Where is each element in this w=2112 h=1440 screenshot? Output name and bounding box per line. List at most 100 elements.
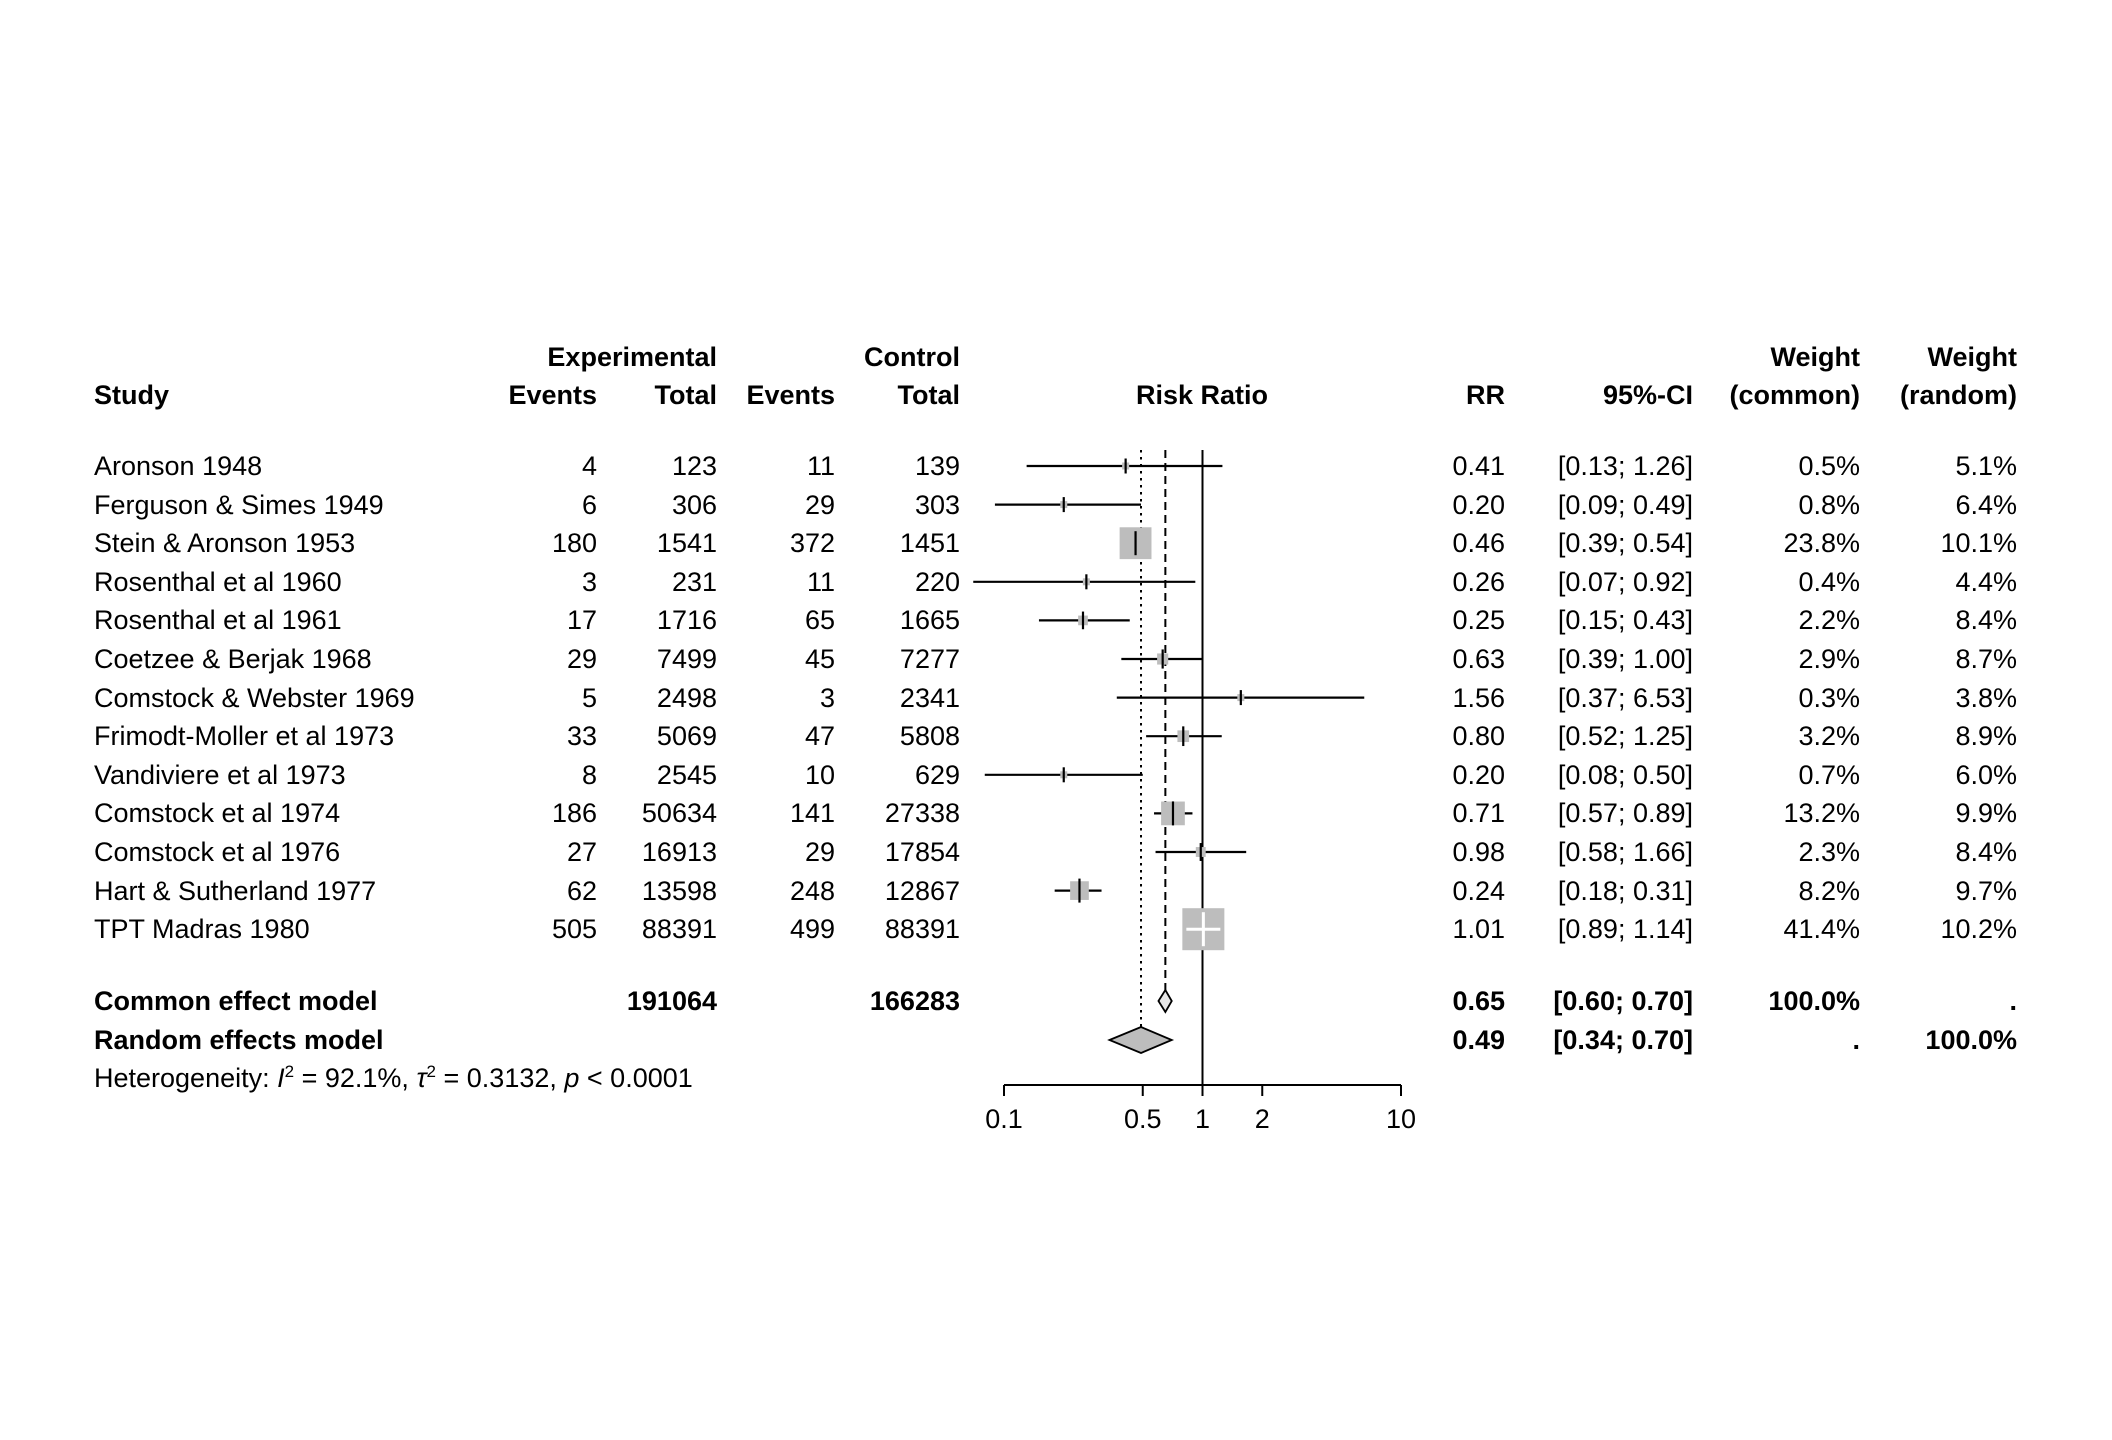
study-name: Ferguson & Simes 1949 — [94, 489, 384, 520]
experimental-total: 2545 — [656, 759, 717, 790]
rr-value: 1.56 — [1452, 682, 1505, 713]
study-name: Rosenthal et al 1961 — [94, 605, 342, 636]
control-total: 303 — [914, 489, 960, 520]
rr-value: 0.20 — [1452, 489, 1505, 520]
rr-value: 0.41 — [1452, 451, 1505, 481]
weight-common-value: 0.5% — [1798, 451, 1860, 481]
control-events: 248 — [789, 875, 835, 906]
weight-common-value: 8.2% — [1798, 875, 1860, 906]
weight-common-value: 0.8% — [1798, 489, 1860, 520]
experimental-total: 88391 — [641, 914, 717, 945]
weight-random-header: Weight — [1927, 342, 2018, 372]
x-axis-tick-label: 1 — [1195, 1104, 1210, 1134]
ci-value: [0.89; 1.14] — [1557, 914, 1693, 945]
weight-random-value: 10.1% — [1940, 528, 2017, 559]
p-value: < 0.0001 — [579, 1063, 693, 1093]
rr-value: 0.26 — [1452, 566, 1505, 597]
control-total: 17854 — [884, 837, 960, 867]
study-name: Random effects model — [94, 1025, 384, 1055]
control-events: 499 — [789, 914, 835, 945]
weight-random-value: 8.9% — [1955, 721, 2017, 752]
control-total: 2341 — [899, 682, 960, 713]
weight-common-value: 3.2% — [1798, 721, 1860, 752]
control-events-header: Events — [746, 380, 835, 410]
weight-common-value: 23.8% — [1783, 528, 1860, 559]
study-name: Rosenthal et al 1960 — [94, 566, 342, 597]
control-events: 372 — [789, 528, 835, 559]
rr-value: 0.71 — [1452, 798, 1505, 829]
ci-value: [0.34; 0.70] — [1553, 1025, 1693, 1055]
ci-value: [0.18; 0.31] — [1557, 875, 1693, 906]
experimental-total: 1541 — [656, 528, 717, 559]
weight-random-subheader: (random) — [1900, 380, 2017, 410]
x-axis-tick-label: 0.1 — [985, 1104, 1023, 1134]
control-events: 11 — [806, 566, 835, 597]
weight-random-value: 6.4% — [1955, 489, 2017, 520]
i-squared-symbol: I — [277, 1063, 285, 1093]
control-total: 166283 — [869, 986, 960, 1016]
heterogeneity-prefix: Heterogeneity: — [94, 1063, 278, 1093]
weight-random-value: 4.4% — [1955, 566, 2017, 597]
x-axis-tick-label: 2 — [1255, 1104, 1270, 1134]
ci-value: [0.39; 0.54] — [1557, 528, 1693, 559]
study-name: Hart & Sutherland 1977 — [94, 875, 377, 906]
rr-value: 0.25 — [1452, 605, 1505, 636]
study-name: Common effect model — [94, 986, 378, 1016]
control-total: 139 — [914, 451, 960, 481]
experimental-total: 5069 — [656, 721, 717, 752]
study-row: Comstock et al 1974 186 50634 141 27338 0.71 [… — [0, 794, 2112, 832]
common-effect-row: Common effect model 191064 166283 0.65 [0.60… — [0, 982, 2112, 1020]
control-events: 29 — [804, 837, 835, 867]
weight-common-value: 13.2% — [1783, 798, 1860, 829]
control-total: 629 — [914, 759, 960, 790]
header-row-groups: Experimental Control Weight Weight — [0, 338, 2112, 376]
experimental-group-header: Experimental — [547, 342, 717, 372]
control-events: 45 — [804, 644, 835, 674]
study-name: Vandiviere et al 1973 — [94, 759, 346, 790]
study-row: Ferguson & Simes 1949 6 306 29 303 0.20 [0.09;… — [0, 486, 2112, 524]
study-name: Aronson 1948 — [94, 451, 263, 481]
i-squared-sup: 2 — [284, 1062, 295, 1081]
control-events: 3 — [819, 682, 835, 713]
weight-common-value: 2.9% — [1798, 644, 1860, 674]
experimental-total: 231 — [671, 566, 717, 597]
experimental-total: 2498 — [656, 682, 717, 713]
weight-random-value: . — [2009, 986, 2017, 1016]
p-symbol: p — [564, 1063, 580, 1093]
study-row: Rosenthal et al 1960 3 231 11 220 0.26 [0.07; … — [0, 563, 2112, 601]
control-total: 1665 — [899, 605, 960, 636]
ci-value: [0.37; 6.53] — [1557, 682, 1693, 713]
x-axis-tick-label: 10 — [1386, 1104, 1416, 1134]
study-row: TPT Madras 1980 505 88391 499 88391 1.01 [0.89… — [0, 910, 2112, 948]
random-effects-row: Random effects model 0.49 [0.34; 0.70]. 100… — [0, 1021, 2112, 1059]
control-events: 29 — [804, 489, 835, 520]
weight-random-value: 9.7% — [1955, 875, 2017, 906]
rr-value: 0.20 — [1452, 759, 1505, 790]
ci-value: [0.15; 0.43] — [1557, 605, 1693, 636]
weight-random-value: 8.4% — [1955, 837, 2017, 867]
tau-sup: 2 — [426, 1062, 437, 1081]
weight-random-value: 6.0% — [1955, 759, 2017, 790]
rr-value: 1.01 — [1452, 914, 1505, 945]
weight-common-value: 0.4% — [1798, 566, 1860, 597]
rr-value: 0.24 — [1452, 875, 1505, 906]
experimental-events: 3 — [581, 566, 597, 597]
study-column-header: Study — [94, 380, 170, 410]
tau-symbol: τ — [416, 1063, 427, 1093]
study-name: Comstock et al 1976 — [94, 837, 341, 867]
header-row-columns: Study Events Total Events Total Risk Rat… — [0, 376, 2112, 414]
experimental-events: 29 — [566, 644, 597, 674]
rr-value: 0.49 — [1452, 1025, 1505, 1055]
control-total: 7277 — [899, 644, 960, 674]
weight-common-value: 2.3% — [1798, 837, 1860, 867]
study-row: Stein & Aronson 1953 180 1541 372 1451 0.46 [0… — [0, 524, 2112, 562]
experimental-events: 8 — [581, 759, 597, 790]
rr-value: 0.65 — [1452, 986, 1505, 1016]
weight-common-value: 100.0% — [1768, 986, 1860, 1016]
rr-value: 0.46 — [1452, 528, 1505, 559]
control-events: 141 — [789, 798, 835, 829]
heterogeneity-note: Heterogeneity: I2 = 92.1%, τ2 = 0.3132, … — [0, 1059, 2112, 1097]
study-row: Hart & Sutherland 1977 62 13598 248 12867 0.2… — [0, 872, 2112, 910]
experimental-total: 50634 — [641, 798, 717, 829]
